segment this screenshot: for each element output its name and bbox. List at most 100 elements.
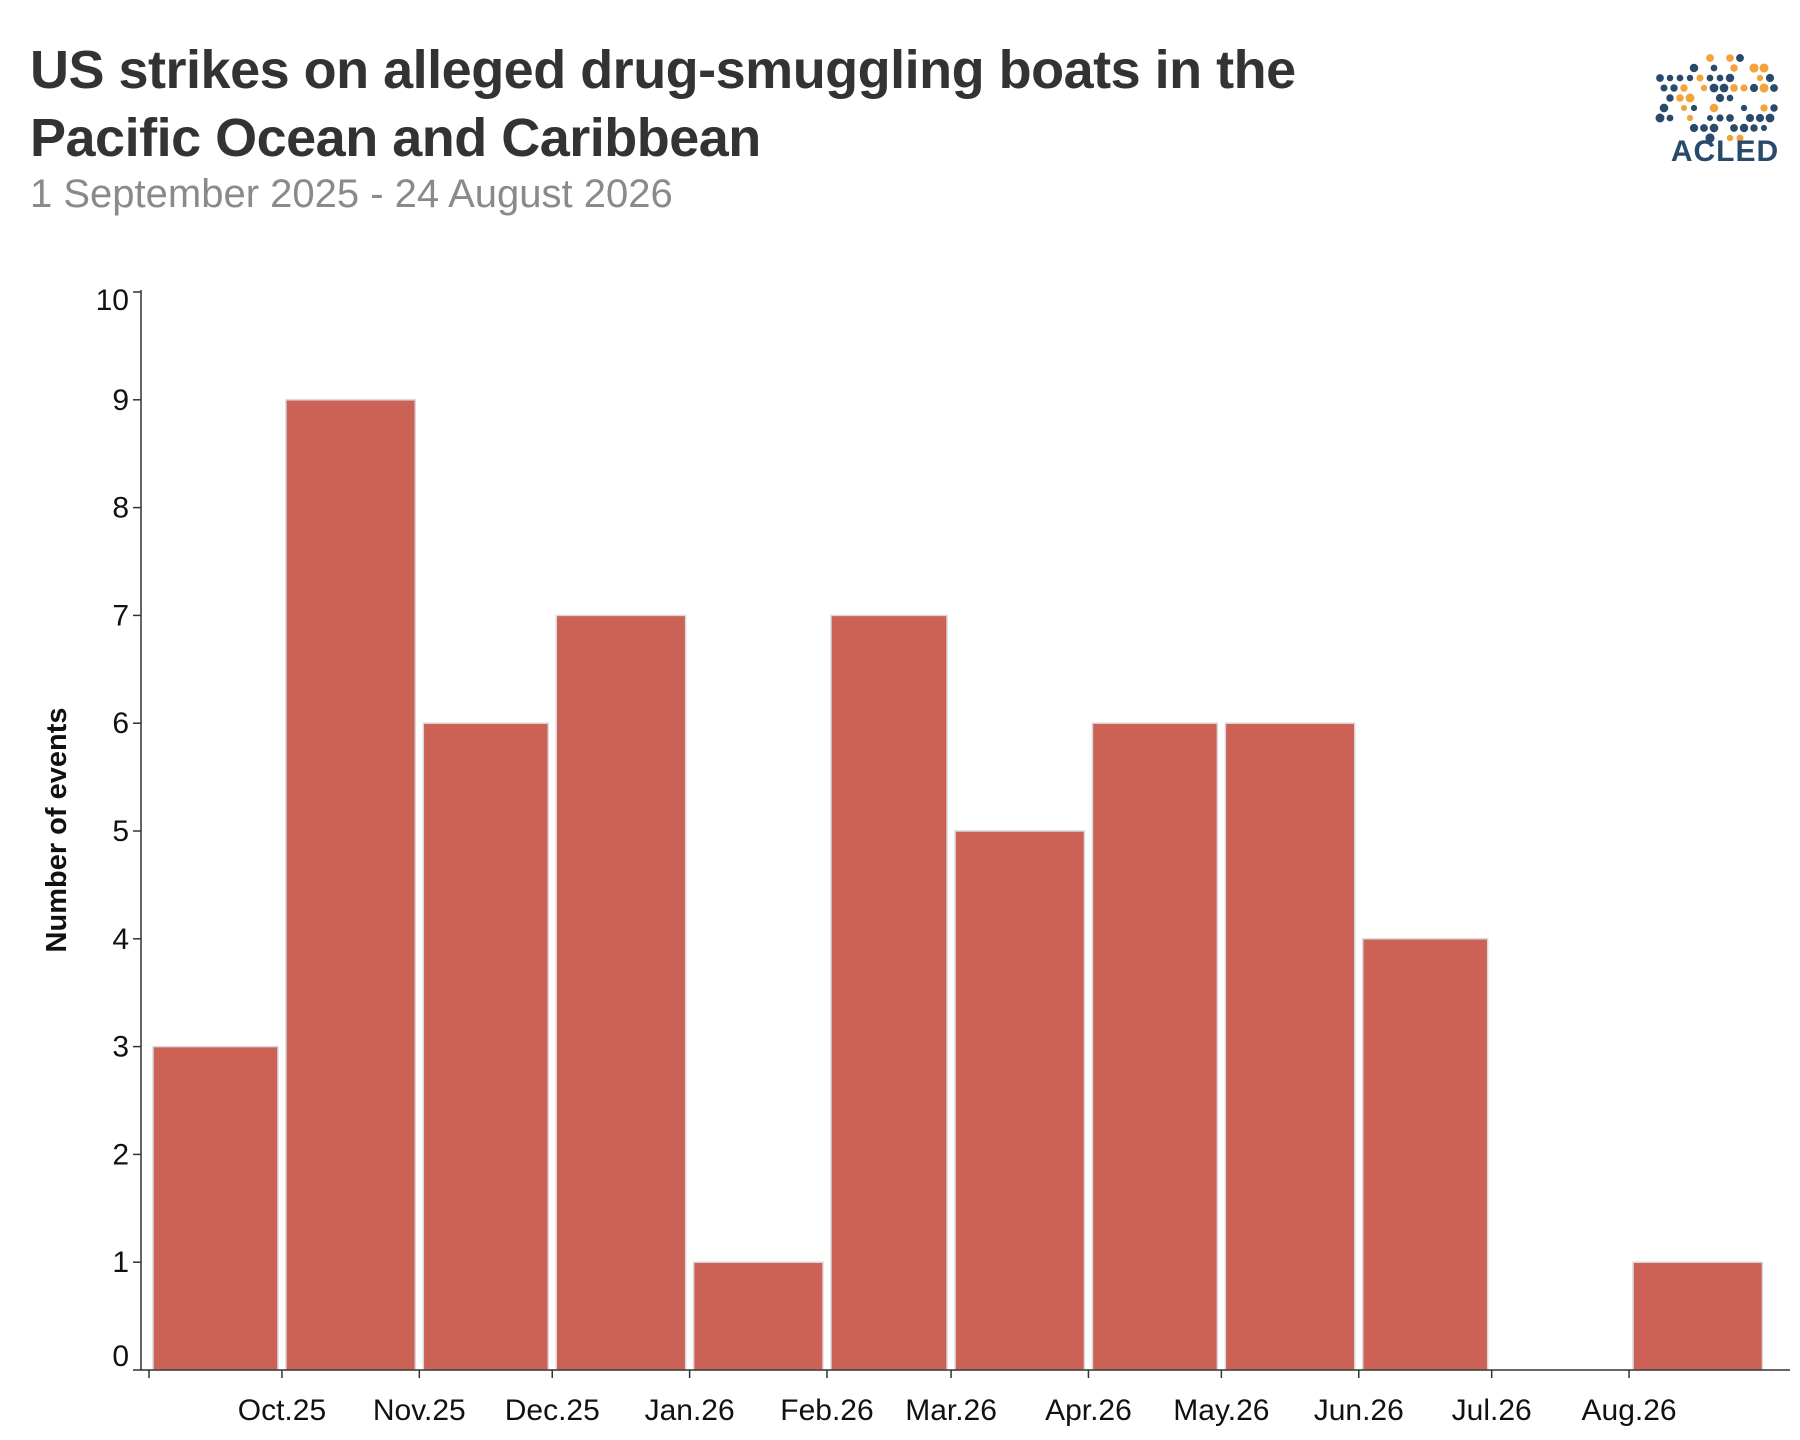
logo-dot-31 <box>1685 93 1695 103</box>
bar-6 <box>954 830 1086 1371</box>
bar-3 <box>555 614 687 1371</box>
logo-dot-57 <box>1705 133 1715 143</box>
logo-dot-50 <box>1689 123 1699 133</box>
logo-dot-26 <box>1749 83 1759 93</box>
logo-dot-54 <box>1739 123 1749 133</box>
bar-5 <box>830 614 948 1371</box>
logo-dot-38 <box>1740 104 1748 112</box>
logo-dot-15 <box>1725 73 1735 83</box>
logo-dot-1 <box>1726 54 1734 62</box>
chart-title: US strikes on alleged drug-smuggling boa… <box>30 40 1296 168</box>
chart-subtitle: 1 September 2025 - 24 August 2026 <box>30 172 673 216</box>
logo-dot-24 <box>1730 84 1738 92</box>
y-tick-label-8: 8 <box>112 492 129 525</box>
logo-dot-35 <box>1680 104 1688 112</box>
bar-8 <box>1224 722 1356 1371</box>
logo-dot-40 <box>1770 104 1778 112</box>
logo-dot-41 <box>1655 113 1665 123</box>
logo-dot-47 <box>1745 113 1755 123</box>
logo-dot-21 <box>1700 84 1708 92</box>
logo-dot-53 <box>1730 124 1738 132</box>
bar-2 <box>422 722 549 1371</box>
y-tick-label-0: 0 <box>112 1340 129 1373</box>
logo-dot-6 <box>1749 63 1759 73</box>
logo-dot-30 <box>1676 94 1684 102</box>
logo-dot-36 <box>1690 104 1698 112</box>
logo-dot-52 <box>1709 123 1719 133</box>
bar-4 <box>692 1261 824 1371</box>
logo-dot-14 <box>1716 74 1724 82</box>
logo-dot-13 <box>1706 74 1714 82</box>
y-tick-label-2: 2 <box>112 1138 129 1171</box>
logo-dot-55 <box>1750 124 1758 132</box>
logo-dot-29 <box>1666 94 1674 102</box>
logo-dot-43 <box>1686 114 1694 122</box>
logo-dot-42 <box>1666 114 1674 122</box>
logo-dot-27 <box>1759 83 1769 93</box>
y-tick-label-6: 6 <box>112 707 129 740</box>
logo-dot-17 <box>1765 73 1775 83</box>
logo-dot-25 <box>1740 84 1748 92</box>
bar-1 <box>285 399 417 1371</box>
logo-dot-10 <box>1676 74 1684 82</box>
logo-dot-56 <box>1760 124 1768 132</box>
x-tick-label-9: Jul.26 <box>1452 1394 1532 1427</box>
logo-dot-12 <box>1696 74 1704 82</box>
x-tick-label-7: May.26 <box>1173 1394 1269 1427</box>
x-tick-label-5: Mar.26 <box>905 1394 997 1427</box>
x-tick-label-1: Nov.25 <box>373 1394 466 1427</box>
logo-dot-4 <box>1710 64 1718 72</box>
logo-dot-0 <box>1706 54 1714 62</box>
logo-dot-58 <box>1726 134 1734 142</box>
bar-11 <box>1632 1261 1764 1371</box>
acled-logo-icon <box>1655 54 1778 143</box>
logo-dot-32 <box>1715 93 1725 103</box>
logo-dot-46 <box>1726 114 1734 122</box>
logo-dot-19 <box>1670 84 1678 92</box>
bars-layer <box>152 399 1764 1371</box>
y-tick-label-7: 7 <box>112 599 129 632</box>
x-tick-label-6: Apr.26 <box>1045 1394 1132 1427</box>
y-tick-label-9: 9 <box>112 384 129 417</box>
bar-0 <box>152 1045 279 1371</box>
logo-dot-18 <box>1660 84 1668 92</box>
logo-dot-7 <box>1759 63 1769 73</box>
y-tick-label-1: 1 <box>112 1246 129 1279</box>
logo-dot-16 <box>1756 74 1764 82</box>
logo-dot-51 <box>1700 124 1708 132</box>
x-tick-label-2: Dec.25 <box>505 1394 600 1427</box>
logo-dot-8 <box>1656 74 1664 82</box>
bar-7 <box>1091 722 1219 1371</box>
logo-dot-11 <box>1686 74 1694 82</box>
logo-dot-20 <box>1680 84 1688 92</box>
logo-dot-2 <box>1736 54 1744 62</box>
y-tick-label-3: 3 <box>112 1031 129 1064</box>
x-tick-label-8: Jun.26 <box>1314 1394 1404 1427</box>
x-tick-label-3: Jan.26 <box>645 1394 735 1427</box>
y-tick-label-4: 4 <box>112 923 129 956</box>
logo-dot-22 <box>1709 83 1719 93</box>
x-tick-label-4: Feb.26 <box>780 1394 873 1427</box>
logo-dot-44 <box>1706 114 1714 122</box>
logo-dot-45 <box>1716 114 1724 122</box>
logo-dot-49 <box>1765 113 1775 123</box>
logo-dot-5 <box>1730 64 1738 72</box>
logo-dot-37 <box>1709 103 1719 113</box>
logo-dot-59 <box>1736 134 1744 142</box>
y-tick-label-10: 10 <box>96 284 129 317</box>
logo-dot-23 <box>1719 83 1729 93</box>
y-axis-title: Number of events <box>41 708 73 953</box>
y-tick-label-5: 5 <box>112 815 129 848</box>
logo-dot-9 <box>1666 74 1674 82</box>
logo-dot-48 <box>1755 113 1765 123</box>
logo-dot-33 <box>1726 94 1734 102</box>
x-tick-label-0: Oct.25 <box>238 1394 326 1427</box>
axes-layer: 0 1 2 3 4 5 6 7 8 9 10 Oct.25 Nov.25 Dec.25 Jan.26 Feb.… <box>96 284 1790 1427</box>
logo-dot-34 <box>1659 103 1669 113</box>
logo-text: ACLED <box>1670 135 1780 168</box>
logo-dot-28 <box>1770 84 1778 92</box>
bar-9 <box>1362 938 1489 1371</box>
logo-dot-39 <box>1760 104 1768 112</box>
logo-dot-3 <box>1689 63 1699 73</box>
